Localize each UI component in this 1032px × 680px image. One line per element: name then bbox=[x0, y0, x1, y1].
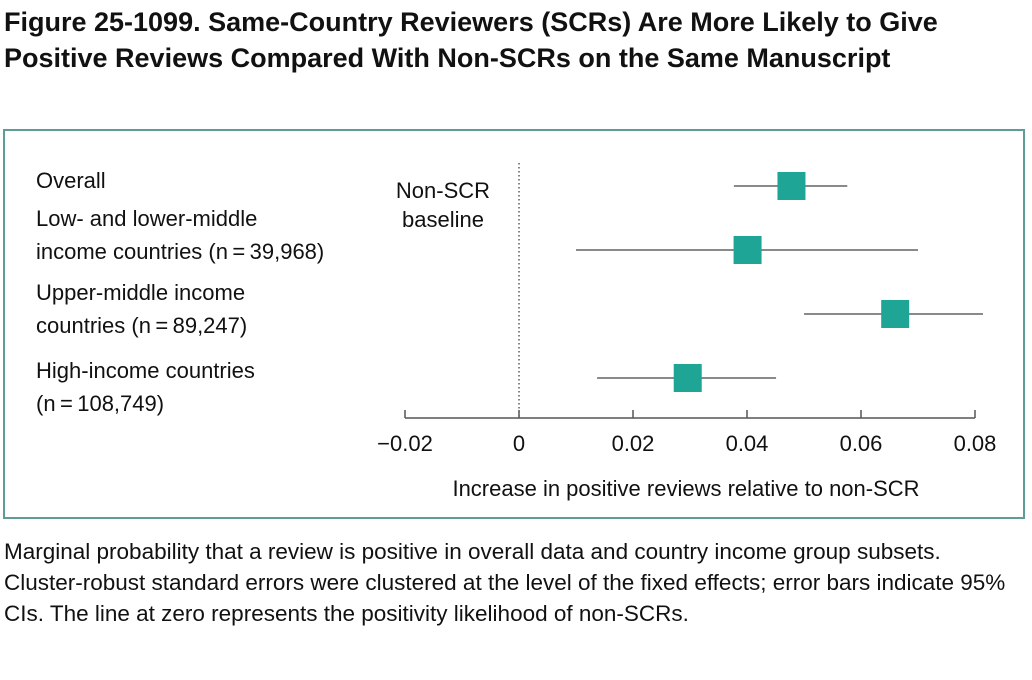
x-tick-label: 0.04 bbox=[726, 431, 769, 456]
point-estimate-marker bbox=[777, 172, 806, 200]
figure-caption: Marginal probability that a review is po… bbox=[4, 539, 1006, 626]
row-label: Overall bbox=[36, 168, 106, 193]
x-tick-label: 0.02 bbox=[612, 431, 655, 456]
row-label: Upper-middle income bbox=[36, 280, 246, 305]
x-tick-label: 0.06 bbox=[840, 431, 883, 456]
row-label: Low- and lower-middle bbox=[36, 206, 258, 231]
row-label: income countries (n = 39,968) bbox=[36, 239, 325, 264]
reference-label-line2: baseline bbox=[402, 207, 484, 232]
x-tick-label: 0 bbox=[513, 431, 525, 456]
point-estimate-marker bbox=[673, 364, 702, 392]
x-tick-label: −0.02 bbox=[377, 431, 433, 456]
row-label: (n = 108,749) bbox=[36, 391, 165, 416]
point-estimate-marker bbox=[733, 236, 762, 264]
x-axis-label: Increase in positive reviews relative to… bbox=[452, 476, 919, 501]
point-estimate-marker bbox=[881, 300, 910, 328]
row-label: countries (n = 89,247) bbox=[36, 313, 248, 338]
figure-title: Figure 25-1099. Same-Country Reviewers (… bbox=[4, 7, 938, 73]
reference-label-line1: Non-SCR bbox=[396, 178, 490, 203]
x-tick-label: 0.08 bbox=[954, 431, 997, 456]
row-label: High-income countries bbox=[36, 358, 255, 383]
chart-frame bbox=[3, 129, 1025, 519]
